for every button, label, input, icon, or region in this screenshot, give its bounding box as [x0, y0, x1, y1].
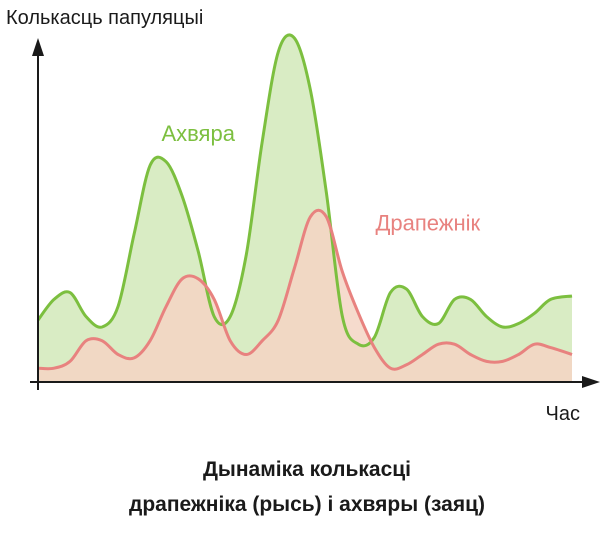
x-axis-label: Час — [546, 403, 580, 425]
area-fill-predator — [38, 210, 572, 382]
population-chart: Колькасць папуляцыі Час Ахвяра Драпежнік — [6, 7, 600, 425]
series-line-predator — [37, 208, 573, 371]
series-areas — [38, 34, 572, 382]
chart-caption-line-2: драпежніка (рысь) і ахвяры (заяц) — [128, 493, 486, 516]
y-axis-arrow — [32, 38, 44, 56]
series-label-predator: Драпежнік — [375, 211, 480, 236]
x-axis-arrow — [582, 376, 600, 388]
series-line-prey — [36, 33, 573, 348]
chart-caption-line-1: Дынаміка колькасці — [202, 458, 412, 481]
series-lines — [36, 33, 573, 371]
series-label-prey: Ахвяра — [161, 121, 235, 146]
y-axis-label: Колькасць папуляцыі — [6, 7, 203, 29]
